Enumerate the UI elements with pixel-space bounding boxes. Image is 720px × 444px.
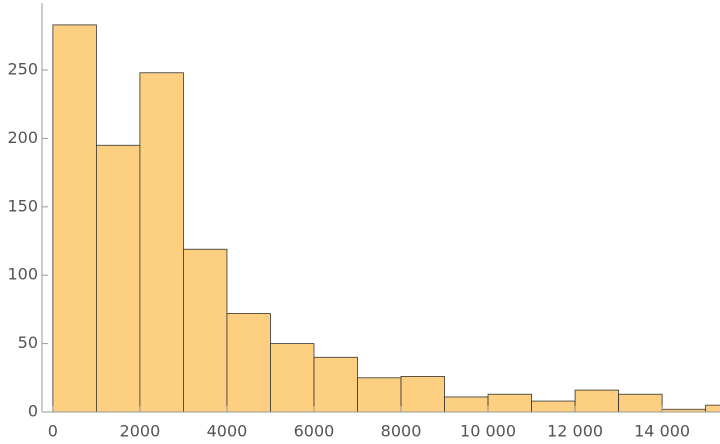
x-tick-label: 4000 <box>207 422 248 441</box>
y-tick-label: 0 <box>28 402 38 421</box>
bar <box>618 393 663 413</box>
bar <box>487 393 532 413</box>
bars <box>52 24 720 413</box>
x-tick-label: 14 000 <box>634 422 690 441</box>
bar <box>270 343 315 413</box>
bar <box>139 72 184 413</box>
x-tick-label: 12 000 <box>547 422 603 441</box>
bar <box>95 144 141 413</box>
bar <box>531 400 576 413</box>
bar <box>52 24 97 413</box>
x-tick-label: 6000 <box>294 422 335 441</box>
x-tick-label: 0 <box>48 422 58 441</box>
bar <box>705 404 720 413</box>
x-tick-label: 8000 <box>381 422 422 441</box>
bar <box>183 248 228 413</box>
y-tick-label: 50 <box>18 333 38 352</box>
y-tick-label: 250 <box>7 60 38 79</box>
y-tick-label: 150 <box>7 196 38 215</box>
bar <box>357 377 402 413</box>
bar <box>574 389 620 413</box>
bar <box>400 376 445 413</box>
bar <box>226 313 271 413</box>
x-tick-label: 2000 <box>120 422 161 441</box>
bar <box>444 396 489 413</box>
x-tick-label: 10 000 <box>460 422 516 441</box>
bar <box>313 356 358 413</box>
y-tick-label: 200 <box>7 128 38 147</box>
y-tick-label: 100 <box>7 265 38 284</box>
